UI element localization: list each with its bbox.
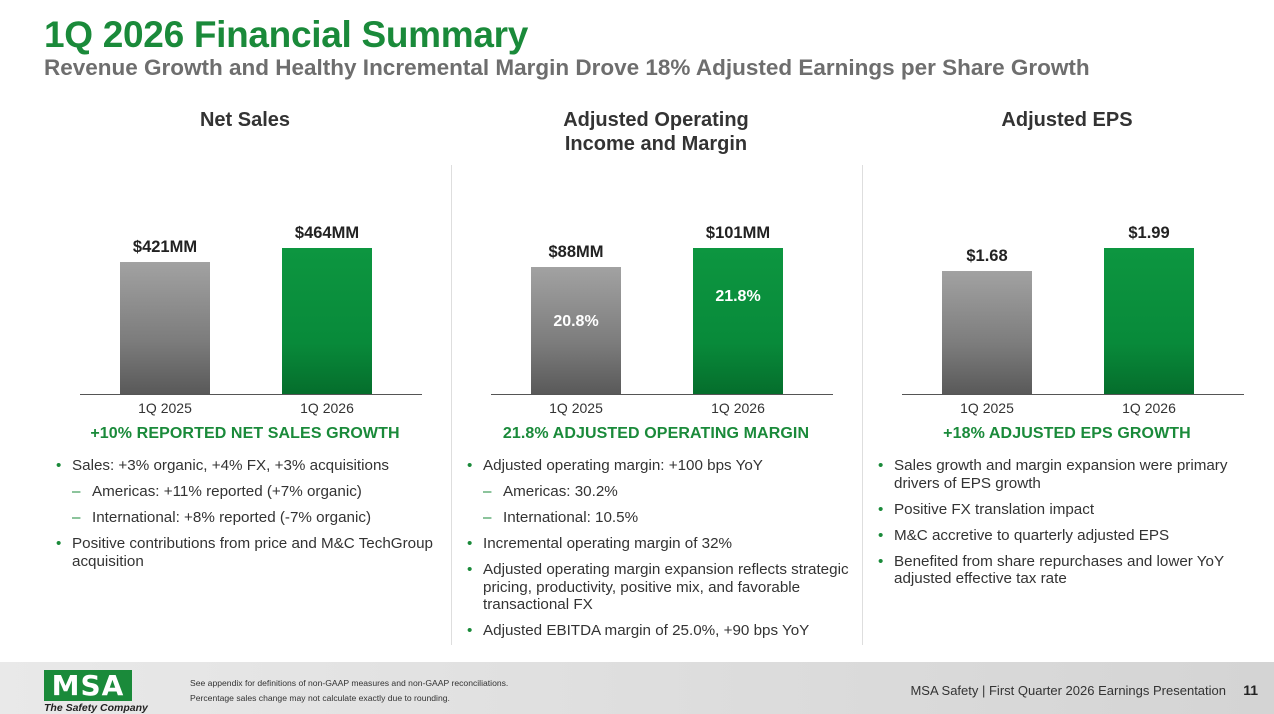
- bullet-list: Sales: +3% organic, +4% FX, +3% acquisit…: [40, 457, 450, 570]
- footnote: Percentage sales change may not calculat…: [190, 693, 450, 703]
- bar-1q-2026: [282, 248, 372, 394]
- x-tick-label: 1Q 2025: [138, 400, 192, 416]
- presentation-name: MSA Safety | First Quarter 2026 Earnings…: [910, 683, 1226, 698]
- growth-headline: 21.8% ADJUSTED OPERATING MARGIN: [502, 425, 810, 442]
- panel-title: Adjusted Operating Income and Margin: [451, 108, 861, 158]
- logo-tagline: The Safety Company: [44, 702, 148, 714]
- bullet-item: Incremental operating margin of 32%: [465, 535, 857, 553]
- adjusted-operating-income-chart: $88MM 20.8% 1Q 2025 $101MM 21.8% 1Q 2026: [451, 160, 861, 416]
- panel-title-line: Adjusted Operating: [563, 109, 749, 131]
- bar-value-label: $88MM: [548, 243, 604, 261]
- panel-title: Net Sales: [40, 108, 450, 158]
- net-sales-chart: $421MM 1Q 2025 $464MM 1Q 2026: [40, 160, 450, 416]
- growth-headline: +10% REPORTED NET SALES GROWTH: [90, 425, 400, 442]
- x-axis-line: [80, 394, 422, 395]
- x-tick-label: 1Q 2026: [711, 400, 765, 416]
- panel-title-line: Net Sales: [199, 109, 291, 131]
- bar-1q-2026: [1104, 248, 1194, 394]
- bar-1q-2025: [942, 271, 1032, 394]
- bullet-item: Sales growth and margin expansion were p…: [876, 457, 1268, 492]
- bullet-item: Adjusted operating margin: +100 bps YoY: [465, 457, 857, 475]
- bar-value-label: $101MM: [705, 224, 771, 242]
- msa-logo: MSA: [44, 670, 132, 701]
- bullet-item: Positive FX translation impact: [876, 501, 1268, 519]
- x-tick-label: 1Q 2026: [300, 400, 354, 416]
- adjusted-eps-chart: $1.68 1Q 2025 $1.99 1Q 2026: [862, 160, 1272, 416]
- bar-value-label: $421MM: [132, 238, 198, 256]
- x-axis-line: [902, 394, 1244, 395]
- sub-bullet: International: 10.5%: [465, 509, 857, 527]
- panel-title-line: Income and Margin: [564, 133, 748, 155]
- column-divider: [862, 165, 863, 645]
- panel-title: Adjusted EPS: [862, 108, 1272, 158]
- bar-1q-2026: [693, 248, 783, 394]
- bullet-item: Sales: +3% organic, +4% FX, +3% acquisit…: [54, 457, 446, 475]
- sub-bullet: International: +8% reported (-7% organic…: [54, 509, 446, 527]
- bar-margin-label: 21.8%: [715, 288, 761, 305]
- bullet-item: Benefited from share repurchases and low…: [876, 553, 1268, 588]
- footer: MSA The Safety Company See appendix for …: [0, 662, 1274, 714]
- sub-bullet: Americas: +11% reported (+7% organic): [54, 483, 446, 501]
- bar-value-label: $1.99: [1128, 224, 1170, 242]
- net-sales-panel: Net Sales $421MM 1Q 2025 $464MM 1Q 2026 +10…: [40, 108, 450, 579]
- growth-headline: +18% ADJUSTED EPS GROWTH: [943, 425, 1191, 442]
- bar-1q-2025: [531, 267, 621, 394]
- bullet-list: Sales growth and margin expansion were p…: [862, 457, 1272, 588]
- footnote: See appendix for definitions of non-GAAP…: [190, 678, 509, 688]
- x-tick-label: 1Q 2026: [1122, 400, 1176, 416]
- bar-value-label: $464MM: [294, 224, 360, 242]
- adjusted-operating-income-panel: Adjusted Operating Income and Margin $88…: [451, 108, 861, 648]
- bullet-item: Adjusted EBITDA margin of 25.0%, +90 bps…: [465, 622, 857, 640]
- bullet-list: Adjusted operating margin: +100 bps YoY A…: [451, 457, 861, 640]
- logo-text: MSA: [51, 669, 125, 702]
- sub-bullet: Americas: 30.2%: [465, 483, 857, 501]
- page-subtitle: Revenue Growth and Healthy Incremental M…: [44, 55, 1090, 80]
- panel-title-line: Adjusted EPS: [1001, 109, 1133, 131]
- adjusted-eps-panel: Adjusted EPS $1.68 1Q 2025 $1.99 1Q 2026 +1…: [862, 108, 1272, 596]
- column-divider: [451, 165, 452, 645]
- x-axis-line: [491, 394, 833, 395]
- page-title: 1Q 2026 Financial Summary: [44, 14, 529, 55]
- bar-1q-2025: [120, 262, 210, 394]
- bar-value-label: $1.68: [966, 247, 1008, 265]
- bullet-item: Adjusted operating margin expansion refl…: [465, 561, 857, 614]
- x-tick-label: 1Q 2025: [960, 400, 1014, 416]
- bullet-item: Positive contributions from price and M&…: [54, 535, 446, 570]
- bullet-item: M&C accretive to quarterly adjusted EPS: [876, 527, 1268, 545]
- x-tick-label: 1Q 2025: [549, 400, 603, 416]
- bar-margin-label: 20.8%: [553, 313, 599, 330]
- page-number: 11: [1243, 682, 1258, 698]
